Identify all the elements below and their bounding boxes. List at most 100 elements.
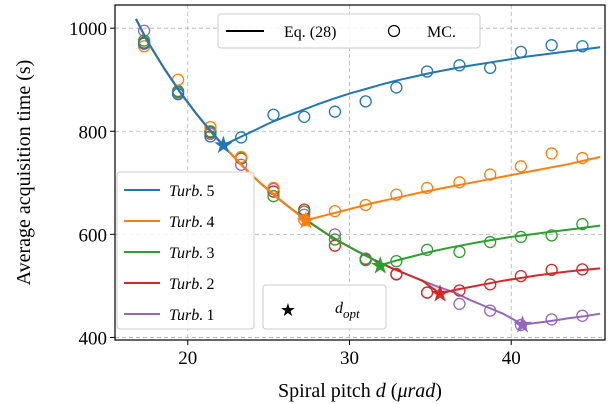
legend-entry: Turb. 3 [124,245,214,262]
mc-point [298,213,311,227]
mc-point [234,158,248,171]
mc-point [420,65,434,78]
legend-entry: Turb. 1 [124,307,214,324]
series-line [135,18,601,147]
x-axis-label: Spiral pitch d (μrad) [278,380,442,402]
x-tick-label: 20 [178,348,197,369]
mc-point [137,37,151,50]
mc-point [484,304,497,317]
legend-series-box [116,171,255,330]
series-5 [135,18,601,147]
mc-point [514,269,528,283]
mc-point [390,188,403,201]
mc-point [453,245,466,259]
mc-point [514,318,528,332]
legend-label: Turb. 1 [169,307,214,324]
mc-point [234,131,248,144]
legend-opt-label: dopt [335,300,360,321]
mc-point [545,147,558,160]
legend-label-num: 4 [203,214,214,231]
mc-point [576,263,589,276]
axis-ticks: 20 30 40 400 600 800 1000 [69,19,521,369]
legend-label-text: Turb. [169,245,203,262]
mc-point [328,239,342,252]
mc-point [545,263,558,277]
x-axis-label-open: ( [386,380,398,402]
legend-label-num: 1 [203,307,214,324]
legend-opt-d: d [335,300,344,317]
mc-point [420,286,434,299]
mc-point [514,230,528,244]
legend-eq-label: Eq. (28) [284,24,336,41]
mc-point [545,39,558,52]
mc-point [204,120,217,134]
mc-point [328,233,342,246]
mc-point [484,278,497,291]
mc-point [453,176,466,189]
mc-point [484,168,497,181]
mc-point [171,88,185,101]
legend-label: Turb. 5 [169,183,214,200]
mc-point [453,59,466,72]
legend-label-num: 3 [203,245,214,262]
mc-point [328,105,342,118]
legend-entry: Turb. 2 [124,276,214,293]
plot-frame [114,4,606,341]
mc-point [298,110,311,123]
mc-point [267,108,280,121]
mc-point [420,243,434,256]
mc-point [390,267,403,281]
x-axis-label-close: ) [435,380,442,402]
series-layer [135,18,601,332]
legend-label-text: Turb. [169,183,203,200]
mc-point [267,185,280,198]
legend-top-box [217,13,481,49]
x-tick-label: 30 [340,348,359,369]
y-tick-label: 800 [79,122,108,143]
legend-mc-label: MC. [427,24,456,41]
legend-mc-marker [387,24,401,38]
mc-point [453,284,466,297]
mc-point [267,190,280,203]
legend-label-text: Turb. [169,307,203,324]
legend-label: Turb. 4 [169,214,214,231]
legend-entry: Turb. 4 [124,214,214,231]
mc-point [576,217,589,231]
mc-point [484,235,497,249]
legend-label: Turb. 2 [169,276,214,293]
mc-point [545,313,558,326]
x-axis-label-unit: μrad [396,380,436,402]
mc-point [545,229,558,242]
optimum-markers: ★ ★ ★ ★ ★ [213,131,534,338]
legend-opt-star-icon: ★ [280,300,296,321]
legend-opt-box [262,284,387,330]
mc-point [484,61,497,75]
mc-point [267,181,280,195]
mc-point [514,160,528,173]
x-axis-label-var: d [376,380,387,402]
mc-point [420,181,434,195]
legend-label-num: 2 [203,276,214,293]
legend-label-text: Turb. [169,214,203,231]
opt-star: ★ [369,251,391,279]
opt-star: ★ [429,280,451,308]
mc-point [576,151,589,165]
opt-star: ★ [295,206,317,234]
mc-point [514,45,528,59]
legend-label-text: Turb. [169,276,203,293]
mc-point [390,81,403,94]
mc-point [298,205,311,218]
mc-point [234,150,248,164]
mc-point [328,205,342,218]
mc-point [390,254,403,268]
legend-top: Eq. (28) MC. [217,13,481,49]
y-tick-label: 400 [79,328,108,349]
mc-point [204,125,217,138]
mc-point [576,40,589,53]
opt-star: ★ [213,131,235,159]
mc-point [204,130,217,143]
mc-point [576,309,589,322]
y-tick-label: 600 [79,225,108,246]
